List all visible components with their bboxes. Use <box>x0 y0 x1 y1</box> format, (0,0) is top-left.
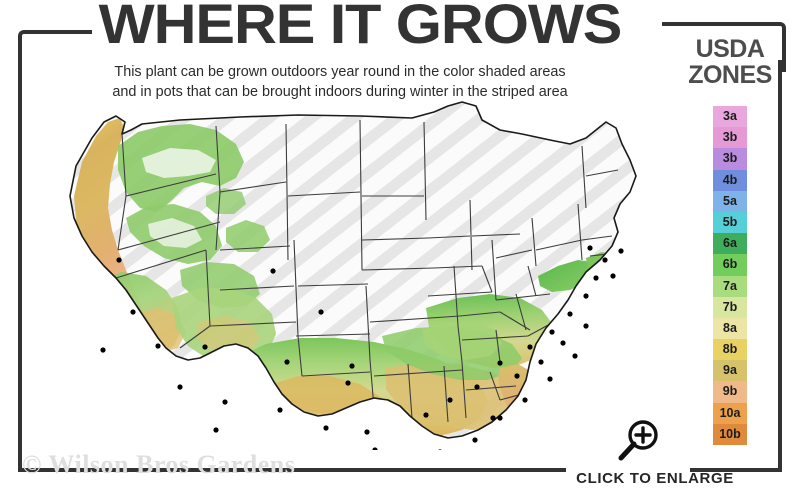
city-dot <box>567 311 573 317</box>
city-dot <box>610 273 616 279</box>
legend-title: USDA ZONES <box>660 36 800 88</box>
legend-title-line-1: USDA <box>695 35 765 63</box>
city-dot <box>202 344 208 350</box>
city-dot <box>514 373 520 379</box>
frame-corner-top-left <box>18 30 92 74</box>
city-dot <box>560 340 566 346</box>
city-dot <box>213 427 219 433</box>
city-dot <box>587 245 593 251</box>
zone-swatch-9a-12: 9a <box>713 360 747 382</box>
city-dot <box>284 359 290 365</box>
city-dot <box>497 415 503 421</box>
city-dot <box>130 309 136 315</box>
city-dot <box>270 268 276 274</box>
city-dot <box>100 347 106 353</box>
subtitle-line-1: This plant can be grown outdoors year ro… <box>114 64 566 80</box>
city-dot <box>447 397 453 403</box>
zone-swatch-6b-7: 6b <box>713 254 747 276</box>
zone-swatch-10b-15: 10b <box>713 423 747 445</box>
zone-swatch-3b-1: 3b <box>713 127 747 149</box>
frame-bottom-right-edge <box>690 468 782 472</box>
city-dot <box>593 275 599 281</box>
frame-corner-top-right <box>662 22 786 72</box>
page-title: WHERE IT GROWS <box>98 0 623 55</box>
zone-swatch-5b-5: 5b <box>713 211 747 234</box>
city-dot <box>497 360 503 366</box>
usda-zone-legend: 3a 3b 3b 4b 5a 5b 6a 6b 7a 7b 8a 8b 9a 9b 10a 10b <box>713 106 747 445</box>
city-dot <box>423 412 429 418</box>
usda-hardiness-zone-map[interactable] <box>30 100 660 450</box>
zone-swatch-8a-10: 8a <box>713 317 747 340</box>
map-state-borders <box>115 119 619 423</box>
zone-swatch-9b-13: 9b <box>713 381 747 403</box>
city-dot <box>364 429 370 435</box>
frame-right-edge <box>778 60 782 472</box>
zone-swatch-7a-8: 7a <box>713 275 747 297</box>
subtitle-line-2: and in pots that can be brought indoors … <box>112 84 568 100</box>
zone-swatch-5a-4: 5a <box>713 190 747 212</box>
city-dot <box>345 380 351 386</box>
city-dot <box>323 425 329 431</box>
frame-bottom-left-edge <box>18 468 566 472</box>
city-dot <box>349 363 355 369</box>
zone-swatch-7b-9: 7b <box>713 296 747 318</box>
map-svg <box>69 101 637 450</box>
zone-swatch-4b-3: 4b <box>713 169 747 191</box>
legend-title-line-2: ZONES <box>688 61 772 89</box>
zone-swatch-3a-0: 3a <box>713 106 747 128</box>
city-dot <box>155 343 161 349</box>
page-subtitle: This plant can be grown outdoors year ro… <box>40 62 640 102</box>
map-country-outline <box>69 101 637 439</box>
city-dot <box>222 399 228 405</box>
city-dot <box>522 397 528 403</box>
city-dot <box>572 353 578 359</box>
city-dot <box>438 449 442 450</box>
city-dot <box>583 293 589 299</box>
city-dot <box>538 359 544 365</box>
zone-swatch-8b-11: 8b <box>713 339 747 361</box>
city-dot <box>277 407 283 413</box>
map-city-dots <box>100 245 624 450</box>
magnifier-plus-icon[interactable] <box>616 418 662 464</box>
city-dot <box>549 329 555 335</box>
watermark: © Wilson Bros Gardens <box>22 450 296 479</box>
magnifier-svg <box>618 420 658 461</box>
city-dot <box>602 257 608 263</box>
city-dot <box>474 384 480 390</box>
city-dot <box>372 447 378 450</box>
zone-swatch-3b-2: 3b <box>713 148 747 170</box>
frame-left-edge <box>18 60 22 472</box>
city-dot <box>318 309 324 315</box>
city-dot <box>177 384 183 390</box>
city-dot <box>472 437 478 443</box>
city-dot <box>490 415 496 421</box>
city-dot <box>583 323 589 329</box>
city-dot <box>547 376 553 382</box>
zone-swatch-6a-6: 6a <box>713 233 747 255</box>
city-dot <box>618 248 624 254</box>
click-to-enlarge-label[interactable]: CLICK TO ENLARGE <box>576 470 734 487</box>
city-dot <box>116 257 122 263</box>
zone-swatch-10a-14: 10a <box>713 402 747 424</box>
city-dot <box>527 344 533 350</box>
